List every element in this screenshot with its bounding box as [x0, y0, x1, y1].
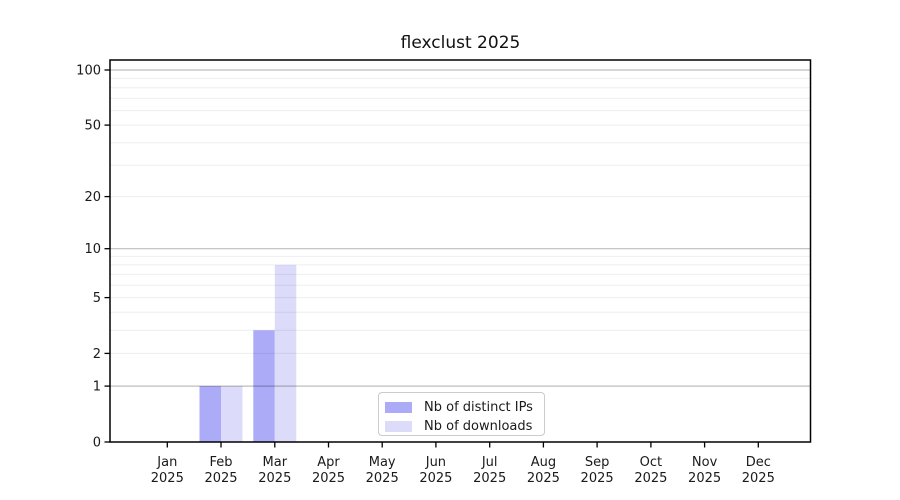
y-tick-label: 2	[93, 347, 101, 362]
x-tick-label-year: 2025	[204, 471, 237, 486]
legend-label-downloads: Nb of downloads	[424, 418, 533, 434]
plot-border	[109, 59, 812, 443]
y-tick-label: 0	[93, 436, 101, 451]
y-tick-label: 50	[84, 119, 101, 134]
legend-item-downloads: Nb of downloads	[385, 418, 544, 434]
x-tick-label-month: Jun	[425, 455, 446, 470]
legend-swatch-downloads	[385, 420, 412, 432]
x-tick-label-year: 2025	[634, 471, 667, 486]
y-tick-label: 20	[84, 190, 101, 205]
x-tick-label-month: Sep	[585, 455, 610, 470]
legend-swatch-distinct-ips	[385, 401, 412, 413]
x-tick-label-year: 2025	[258, 471, 291, 486]
x-tick-label-year: 2025	[151, 471, 184, 486]
bar-distinct-ips-feb	[199, 386, 221, 442]
y-tick-label: 10	[84, 242, 101, 257]
x-tick-label-year: 2025	[527, 471, 560, 486]
bar-downloads-mar	[274, 264, 297, 442]
chart-title: flexclust 2025	[400, 33, 521, 53]
bar-distinct-ips-mar	[253, 330, 275, 442]
x-tick-label-month: Oct	[640, 455, 662, 470]
legend-label-distinct-ips: Nb of distinct IPs	[424, 399, 533, 415]
x-tick-label-month: Dec	[746, 455, 771, 470]
x-tick-label-month: Aug	[531, 455, 556, 470]
y-tick-label: 5	[93, 291, 101, 306]
legend: Nb of distinct IPs Nb of downloads	[378, 392, 545, 436]
y-tick-label: 100	[76, 64, 101, 79]
x-tick-label-month: Jan	[156, 455, 177, 470]
x-tick-label-month: Feb	[209, 455, 232, 470]
bar-downloads-feb	[221, 386, 243, 442]
x-tick-label-year: 2025	[742, 471, 775, 486]
x-tick-label-month: Nov	[692, 455, 718, 470]
legend-item-distinct-ips: Nb of distinct IPs	[385, 399, 544, 415]
x-tick-label-year: 2025	[688, 471, 721, 486]
x-tick-label-year: 2025	[312, 471, 345, 486]
x-tick-label-year: 2025	[581, 471, 614, 486]
x-tick-label-month: May	[369, 455, 396, 470]
x-tick-label-month: Jul	[481, 455, 498, 470]
y-tick-label: 1	[93, 380, 101, 395]
x-tick-label-month: Apr	[317, 455, 340, 470]
x-tick-label-year: 2025	[473, 471, 506, 486]
x-tick-label-year: 2025	[419, 471, 452, 486]
x-tick-label-year: 2025	[366, 471, 399, 486]
x-tick-label-month: Mar	[263, 455, 288, 470]
